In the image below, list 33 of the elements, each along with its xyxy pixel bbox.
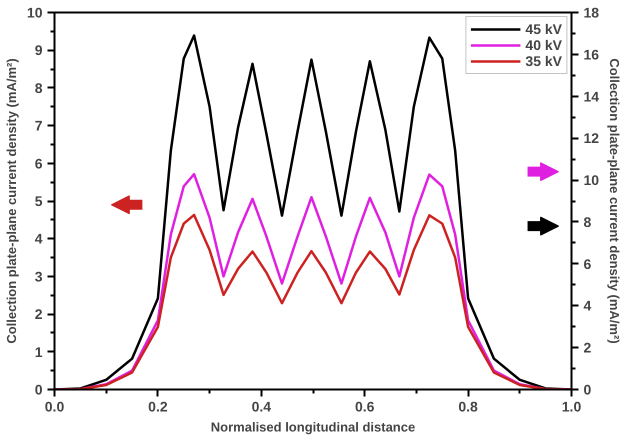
y-tick-label: 3 <box>34 268 43 284</box>
y2-tick-label: 4 <box>584 298 592 314</box>
legend-label: 40 kV <box>525 37 562 53</box>
y2-tick-label: 2 <box>584 340 592 356</box>
y-tick-label: 4 <box>34 230 43 247</box>
y2-tick-label: 0 <box>584 382 592 398</box>
x-tick-label: 1.0 <box>562 398 582 414</box>
y-tick-label: 5 <box>34 193 43 209</box>
y2-tick-label: 18 <box>584 4 600 20</box>
y2-tick-label: 8 <box>584 214 592 230</box>
y2-tick-label: 16 <box>584 46 600 62</box>
y-tick-label: 0 <box>34 382 43 398</box>
x-axis-title: Normalised longitudinal distance <box>210 420 416 434</box>
y2-tick-label: 14 <box>584 88 600 104</box>
y-tick-label: 1 <box>34 344 43 360</box>
y2-tick-label: 6 <box>584 256 592 272</box>
x-tick-label: 0.8 <box>458 398 478 414</box>
legend-label: 35 kV <box>525 53 562 69</box>
legend-label: 45 kV <box>525 21 562 37</box>
x-tick-label: 0.4 <box>252 398 272 414</box>
y-tick-label: 8 <box>34 80 43 96</box>
y2-axis-title: Collection plate-plane current density (mA/m²) <box>607 58 622 344</box>
y-tick-label: 10 <box>26 4 43 20</box>
x-tick-label: 0.0 <box>44 398 64 414</box>
y-tick-label: 6 <box>34 155 43 172</box>
y2-tick-label: 12 <box>584 130 600 146</box>
y-tick-label: 7 <box>34 118 43 134</box>
y-tick-label: 2 <box>34 306 43 322</box>
y-axis-title: Collection plate-plane current density (mA/m²) <box>4 58 19 344</box>
y-tick-label: 9 <box>34 42 43 58</box>
x-tick-label: 0.6 <box>354 398 375 414</box>
x-tick-label: 0.2 <box>148 398 168 414</box>
y2-tick-label: 10 <box>584 172 600 188</box>
